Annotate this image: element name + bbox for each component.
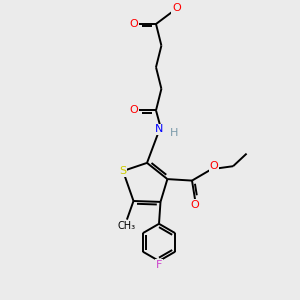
Text: H: H	[185, 0, 194, 1]
Text: O: O	[129, 105, 138, 116]
Text: CH₃: CH₃	[118, 221, 136, 231]
Text: F: F	[156, 260, 162, 270]
Text: O: O	[130, 19, 139, 29]
Text: H: H	[170, 128, 178, 138]
Text: O: O	[209, 161, 218, 171]
Text: O: O	[190, 200, 200, 210]
Text: N: N	[155, 124, 163, 134]
Text: S: S	[119, 166, 127, 176]
Text: O: O	[172, 3, 181, 13]
